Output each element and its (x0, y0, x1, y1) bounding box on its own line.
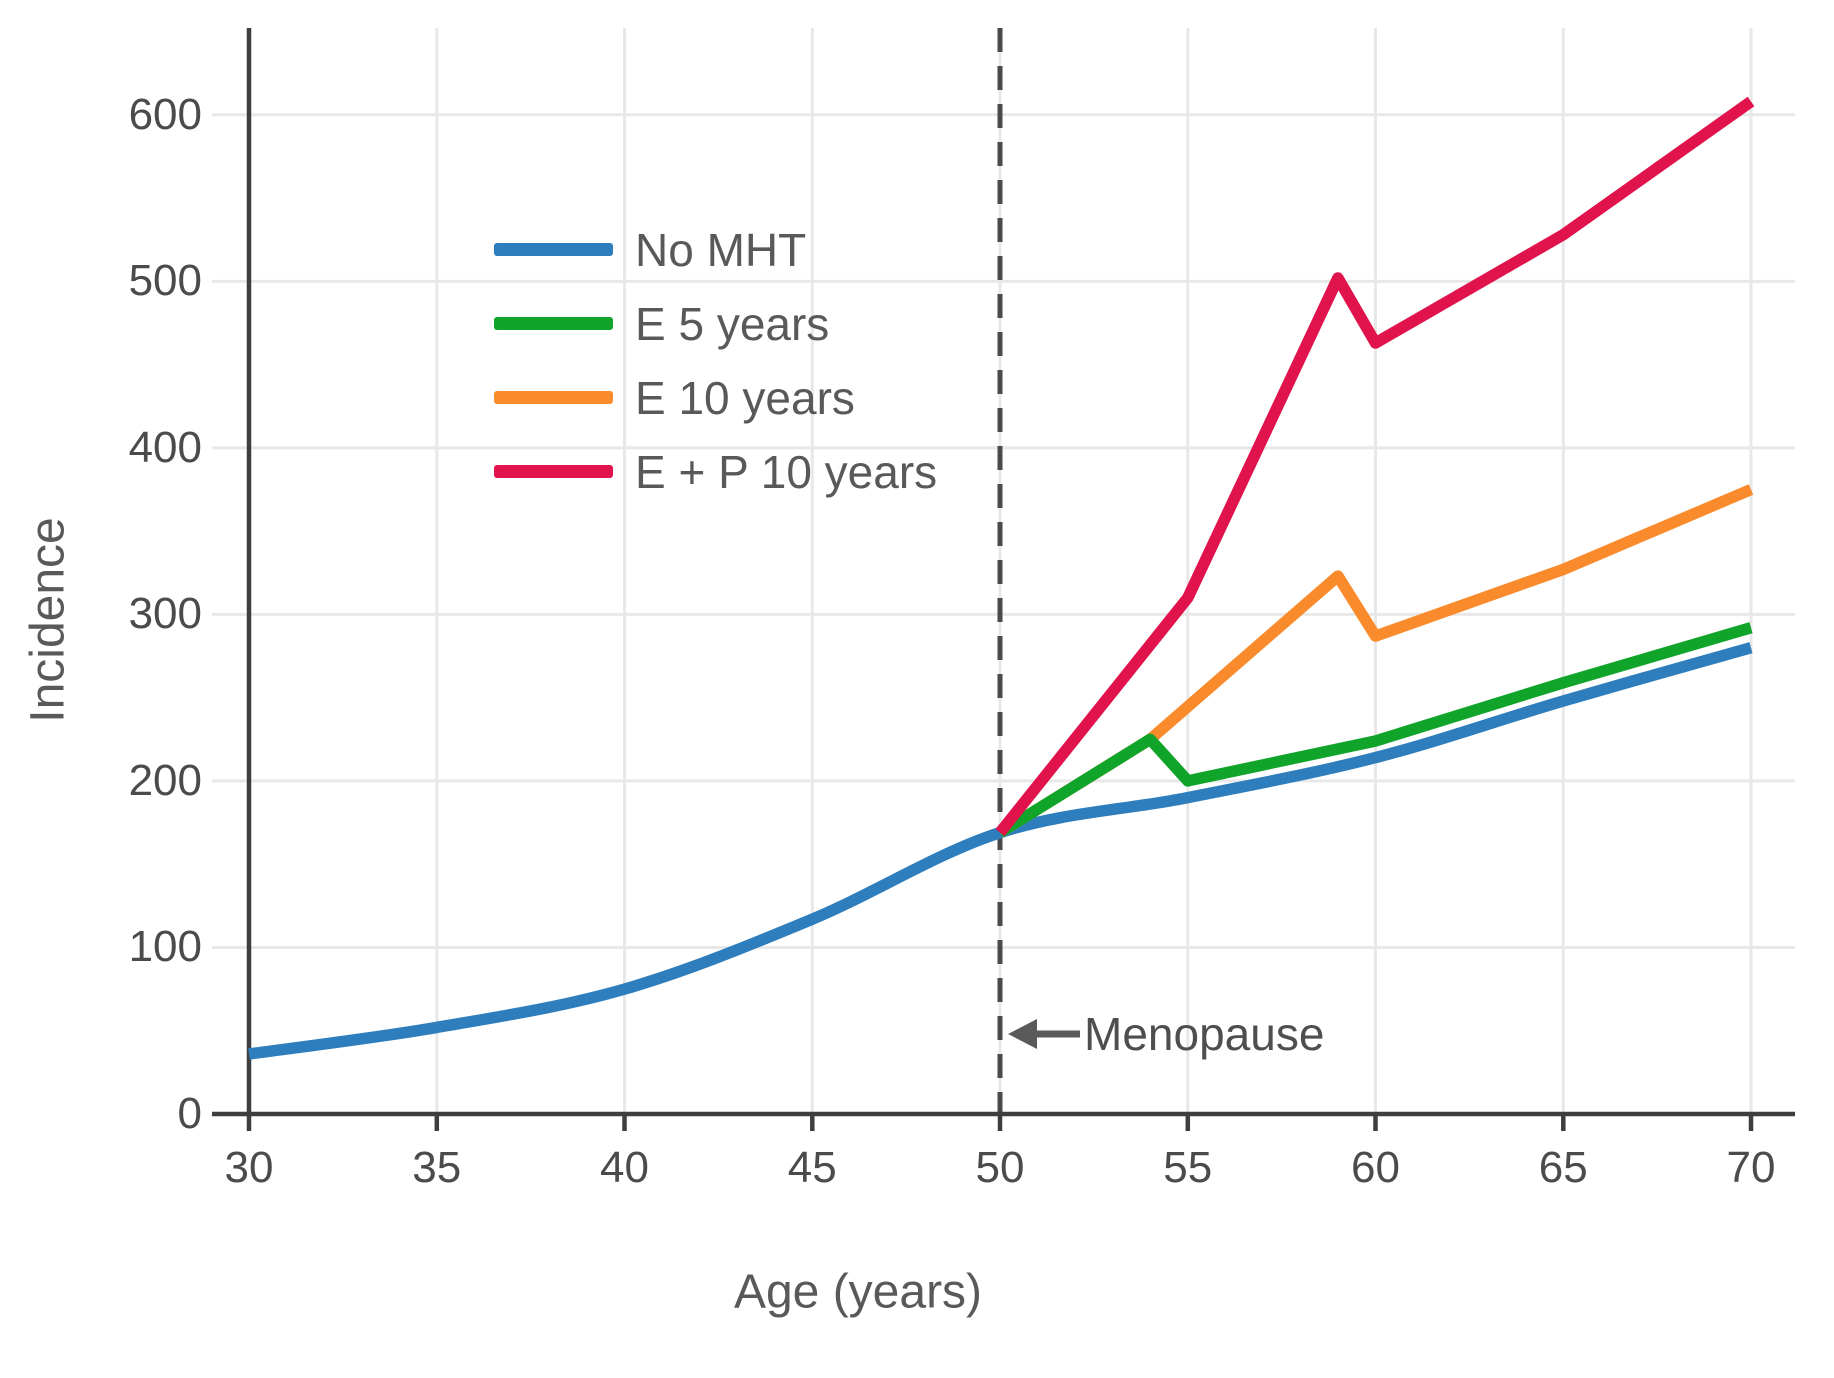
x-tick-label-65: 65 (1538, 1143, 1588, 1192)
y-tick-label-600: 600 (128, 89, 202, 139)
y-tick-label-100: 100 (128, 922, 202, 972)
series-line-e-p-10-years (995, 96, 1755, 837)
y-tick-label-400: 400 (128, 422, 202, 472)
menopause-annotation-label: Menopause (1084, 1008, 1325, 1060)
x-tick-label-60: 60 (1351, 1143, 1400, 1192)
x-axis-title: Age (years) (733, 1265, 983, 1319)
y-tick-label-500: 500 (128, 256, 202, 306)
y-axis-title: Incidence (21, 517, 75, 723)
x-tick-label-30: 30 (224, 1143, 274, 1192)
x-tick-label-70: 70 (1726, 1143, 1776, 1192)
y-tick-label-0: 0 (177, 1089, 202, 1138)
menopause-arrow-head (1008, 1019, 1037, 1049)
series-line-no-mht (248, 642, 1753, 1060)
y-tick-label-300: 300 (128, 589, 202, 639)
legend-swatch (494, 465, 613, 478)
y-tick-label-200: 200 (128, 755, 202, 805)
legend-swatch (494, 391, 613, 404)
legend-swatch (494, 317, 613, 330)
legend-label: E 5 years (635, 298, 830, 350)
x-tick-label-40: 40 (600, 1143, 649, 1192)
legend-label: E + P 10 years (635, 446, 938, 498)
x-tick-label-55: 55 (1163, 1143, 1213, 1192)
x-tick-label-45: 45 (787, 1143, 837, 1192)
series-line-e-5-years (996, 622, 1753, 838)
legend-swatch (494, 243, 613, 256)
x-tick-label-50: 50 (975, 1143, 1025, 1192)
legend-label: E 10 years (635, 372, 855, 424)
x-tick-label-35: 35 (412, 1143, 462, 1192)
legend-label: No MHT (635, 224, 807, 276)
